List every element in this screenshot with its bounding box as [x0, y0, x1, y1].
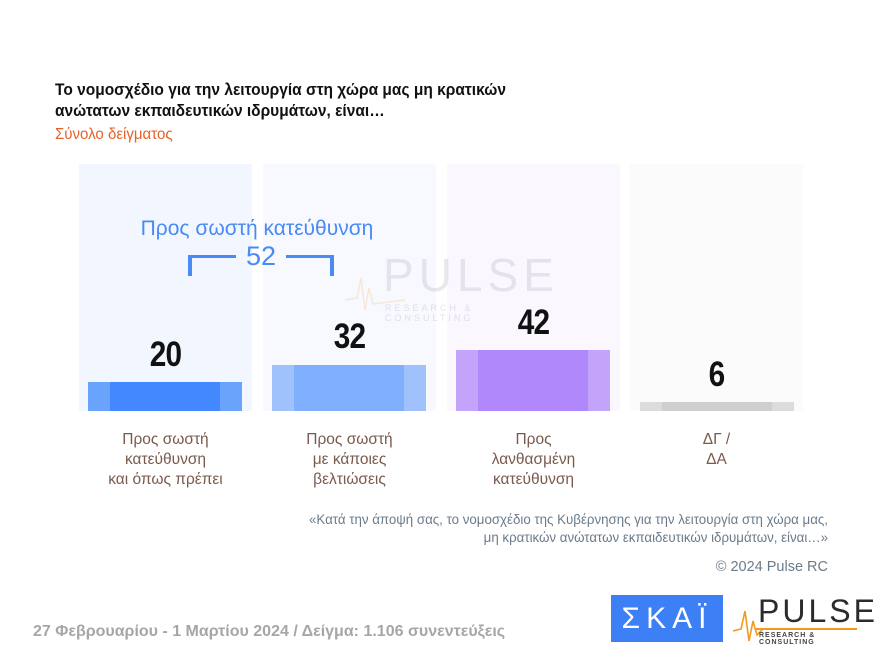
group-annotation-value: 52 — [245, 241, 277, 271]
chart-subtitle: Σύνολο δείγματος — [55, 126, 173, 143]
category-label-2-line-1: Προς σωστή — [306, 431, 393, 448]
category-label-2-line-2: με κάποιες — [312, 451, 387, 468]
pulse-logo-sub: RESEARCH & CONSULTING — [759, 632, 816, 646]
bracket-right-horizontal — [286, 255, 334, 258]
survey-question-line-2: μη κρατικών ανώτατων εκπαιδευτικών ιδρυμ… — [483, 529, 828, 545]
column-bg-4 — [630, 164, 803, 411]
bar-1-value: 20 — [149, 335, 182, 374]
watermark-sub: RESEARCH & CONSULTING — [385, 303, 474, 323]
category-label-1: Προς σωστή κατεύθυνση και όπως πρέπει — [79, 430, 252, 490]
survey-question-line-1: «Κατά την άποψή σας, το νομοσχέδιο της Κ… — [308, 511, 828, 527]
category-label-1-line-1: Προς σωστή — [122, 431, 209, 448]
skai-logo: ΣΚΑΪ — [611, 595, 723, 642]
category-label-3-line-2: λανθασμένη — [491, 451, 576, 468]
category-label-3: Προς λανθασμένη κατεύθυνση — [447, 430, 620, 490]
category-label-4-line-1: ΔΓ / — [702, 431, 731, 448]
bar-4 — [640, 402, 794, 411]
category-label-2-line-3: βελτιώσεις — [313, 471, 386, 488]
pulse-wave-logo-icon — [733, 610, 773, 642]
bar-1-inner — [110, 382, 220, 411]
pulse-logo: PULSE RESEARCH & CONSULTING — [733, 593, 875, 646]
survey-footer: 27 Φεβρουαρίου - 1 Μαρτίου 2024 / Δείγμα… — [33, 623, 506, 640]
bar-2-value: 32 — [333, 317, 366, 356]
column-bg-1 — [79, 164, 252, 411]
category-label-1-line-2: κατεύθυνση — [124, 451, 207, 468]
bar-4-value: 6 — [708, 355, 726, 394]
bar-3 — [456, 350, 610, 411]
bracket-left-horizontal — [188, 255, 236, 258]
category-label-1-line-3: και όπως πρέπει — [108, 471, 223, 488]
category-label-4-line-2: ΔΑ — [706, 451, 727, 468]
category-label-3-line-3: κατεύθυνση — [492, 471, 575, 488]
bracket-left-vertical — [188, 255, 192, 276]
bar-1 — [88, 382, 242, 411]
bar-2-inner — [294, 365, 404, 411]
copyright: © 2024 Pulse RC — [715, 559, 828, 575]
category-label-4: ΔΓ / ΔΑ — [630, 430, 803, 470]
bracket-right-vertical — [330, 255, 334, 276]
bar-3-inner — [478, 350, 588, 411]
category-label-2: Προς σωστή με κάποιες βελτιώσεις — [263, 430, 436, 490]
pulse-logo-line — [755, 628, 857, 630]
pulse-wave-icon — [345, 277, 405, 311]
pulse-logo-text: PULSE — [758, 593, 878, 629]
survey-question: «Κατά την άποψή σας, το νομοσχέδιο της Κ… — [258, 510, 828, 546]
group-annotation-label: Προς σωστή κατεύθυνση — [140, 217, 374, 240]
pulse-watermark: PULSE RESEARCH & CONSULTING — [345, 248, 554, 323]
chart-title: Το νομοσχέδιο για την λειτουργία στη χώρ… — [55, 81, 506, 120]
bar-3-value: 42 — [517, 303, 550, 342]
bar-2 — [272, 365, 426, 411]
bar-4-inner — [662, 402, 772, 411]
category-label-3-line-1: Προς — [515, 431, 552, 448]
watermark-text: PULSE — [383, 249, 559, 301]
